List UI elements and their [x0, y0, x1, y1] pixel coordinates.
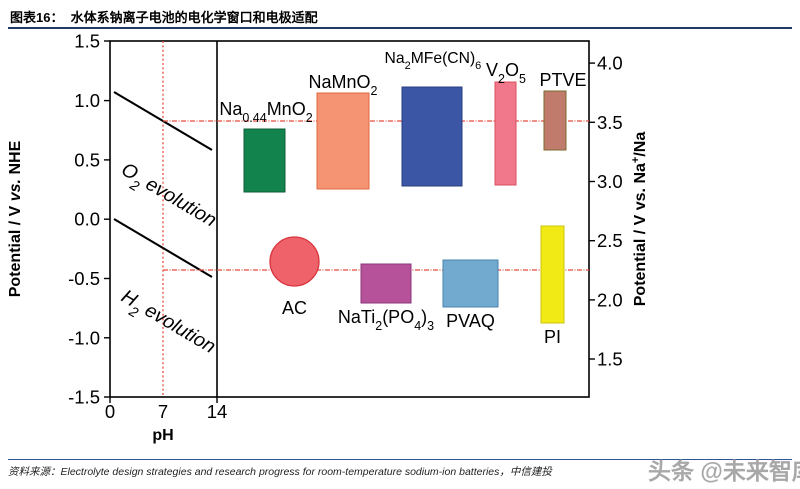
svg-text:Potential / V vs. NHE: Potential / V vs. NHE — [7, 140, 24, 297]
svg-text:H2 evolution: H2 evolution — [114, 285, 219, 363]
svg-text:PI: PI — [544, 327, 561, 347]
svg-text:Na2MFe(CN)6: Na2MFe(CN)6 — [385, 50, 482, 72]
svg-text:2.0: 2.0 — [597, 289, 623, 310]
svg-text:NaTi2(PO4)3: NaTi2(PO4)3 — [338, 307, 434, 333]
svg-text:0.0: 0.0 — [74, 209, 100, 230]
svg-text:PTVE: PTVE — [540, 70, 587, 90]
svg-text:1.5: 1.5 — [74, 31, 100, 52]
svg-text:pH: pH — [152, 427, 173, 444]
svg-text:7: 7 — [158, 401, 168, 422]
svg-text:4.0: 4.0 — [597, 53, 623, 74]
svg-text:-1.5: -1.5 — [68, 387, 100, 408]
svg-text:-0.5: -0.5 — [68, 268, 100, 289]
svg-text:3.0: 3.0 — [597, 171, 623, 192]
svg-text:Potential / V vs. Na+/Na: Potential / V vs. Na+/Na — [630, 132, 649, 307]
svg-text:PVAQ: PVAQ — [446, 311, 495, 331]
svg-text:0: 0 — [105, 401, 115, 422]
svg-text:1.5: 1.5 — [597, 349, 623, 370]
svg-text:14: 14 — [207, 401, 228, 422]
svg-text:AC: AC — [282, 298, 307, 318]
svg-text:3.5: 3.5 — [597, 112, 623, 133]
svg-text:1.0: 1.0 — [74, 90, 100, 111]
svg-text:O2 evolution: O2 evolution — [114, 158, 220, 236]
svg-text:-1.0: -1.0 — [68, 327, 100, 348]
svg-text:0.5: 0.5 — [74, 149, 100, 170]
svg-text:2.5: 2.5 — [597, 230, 623, 251]
